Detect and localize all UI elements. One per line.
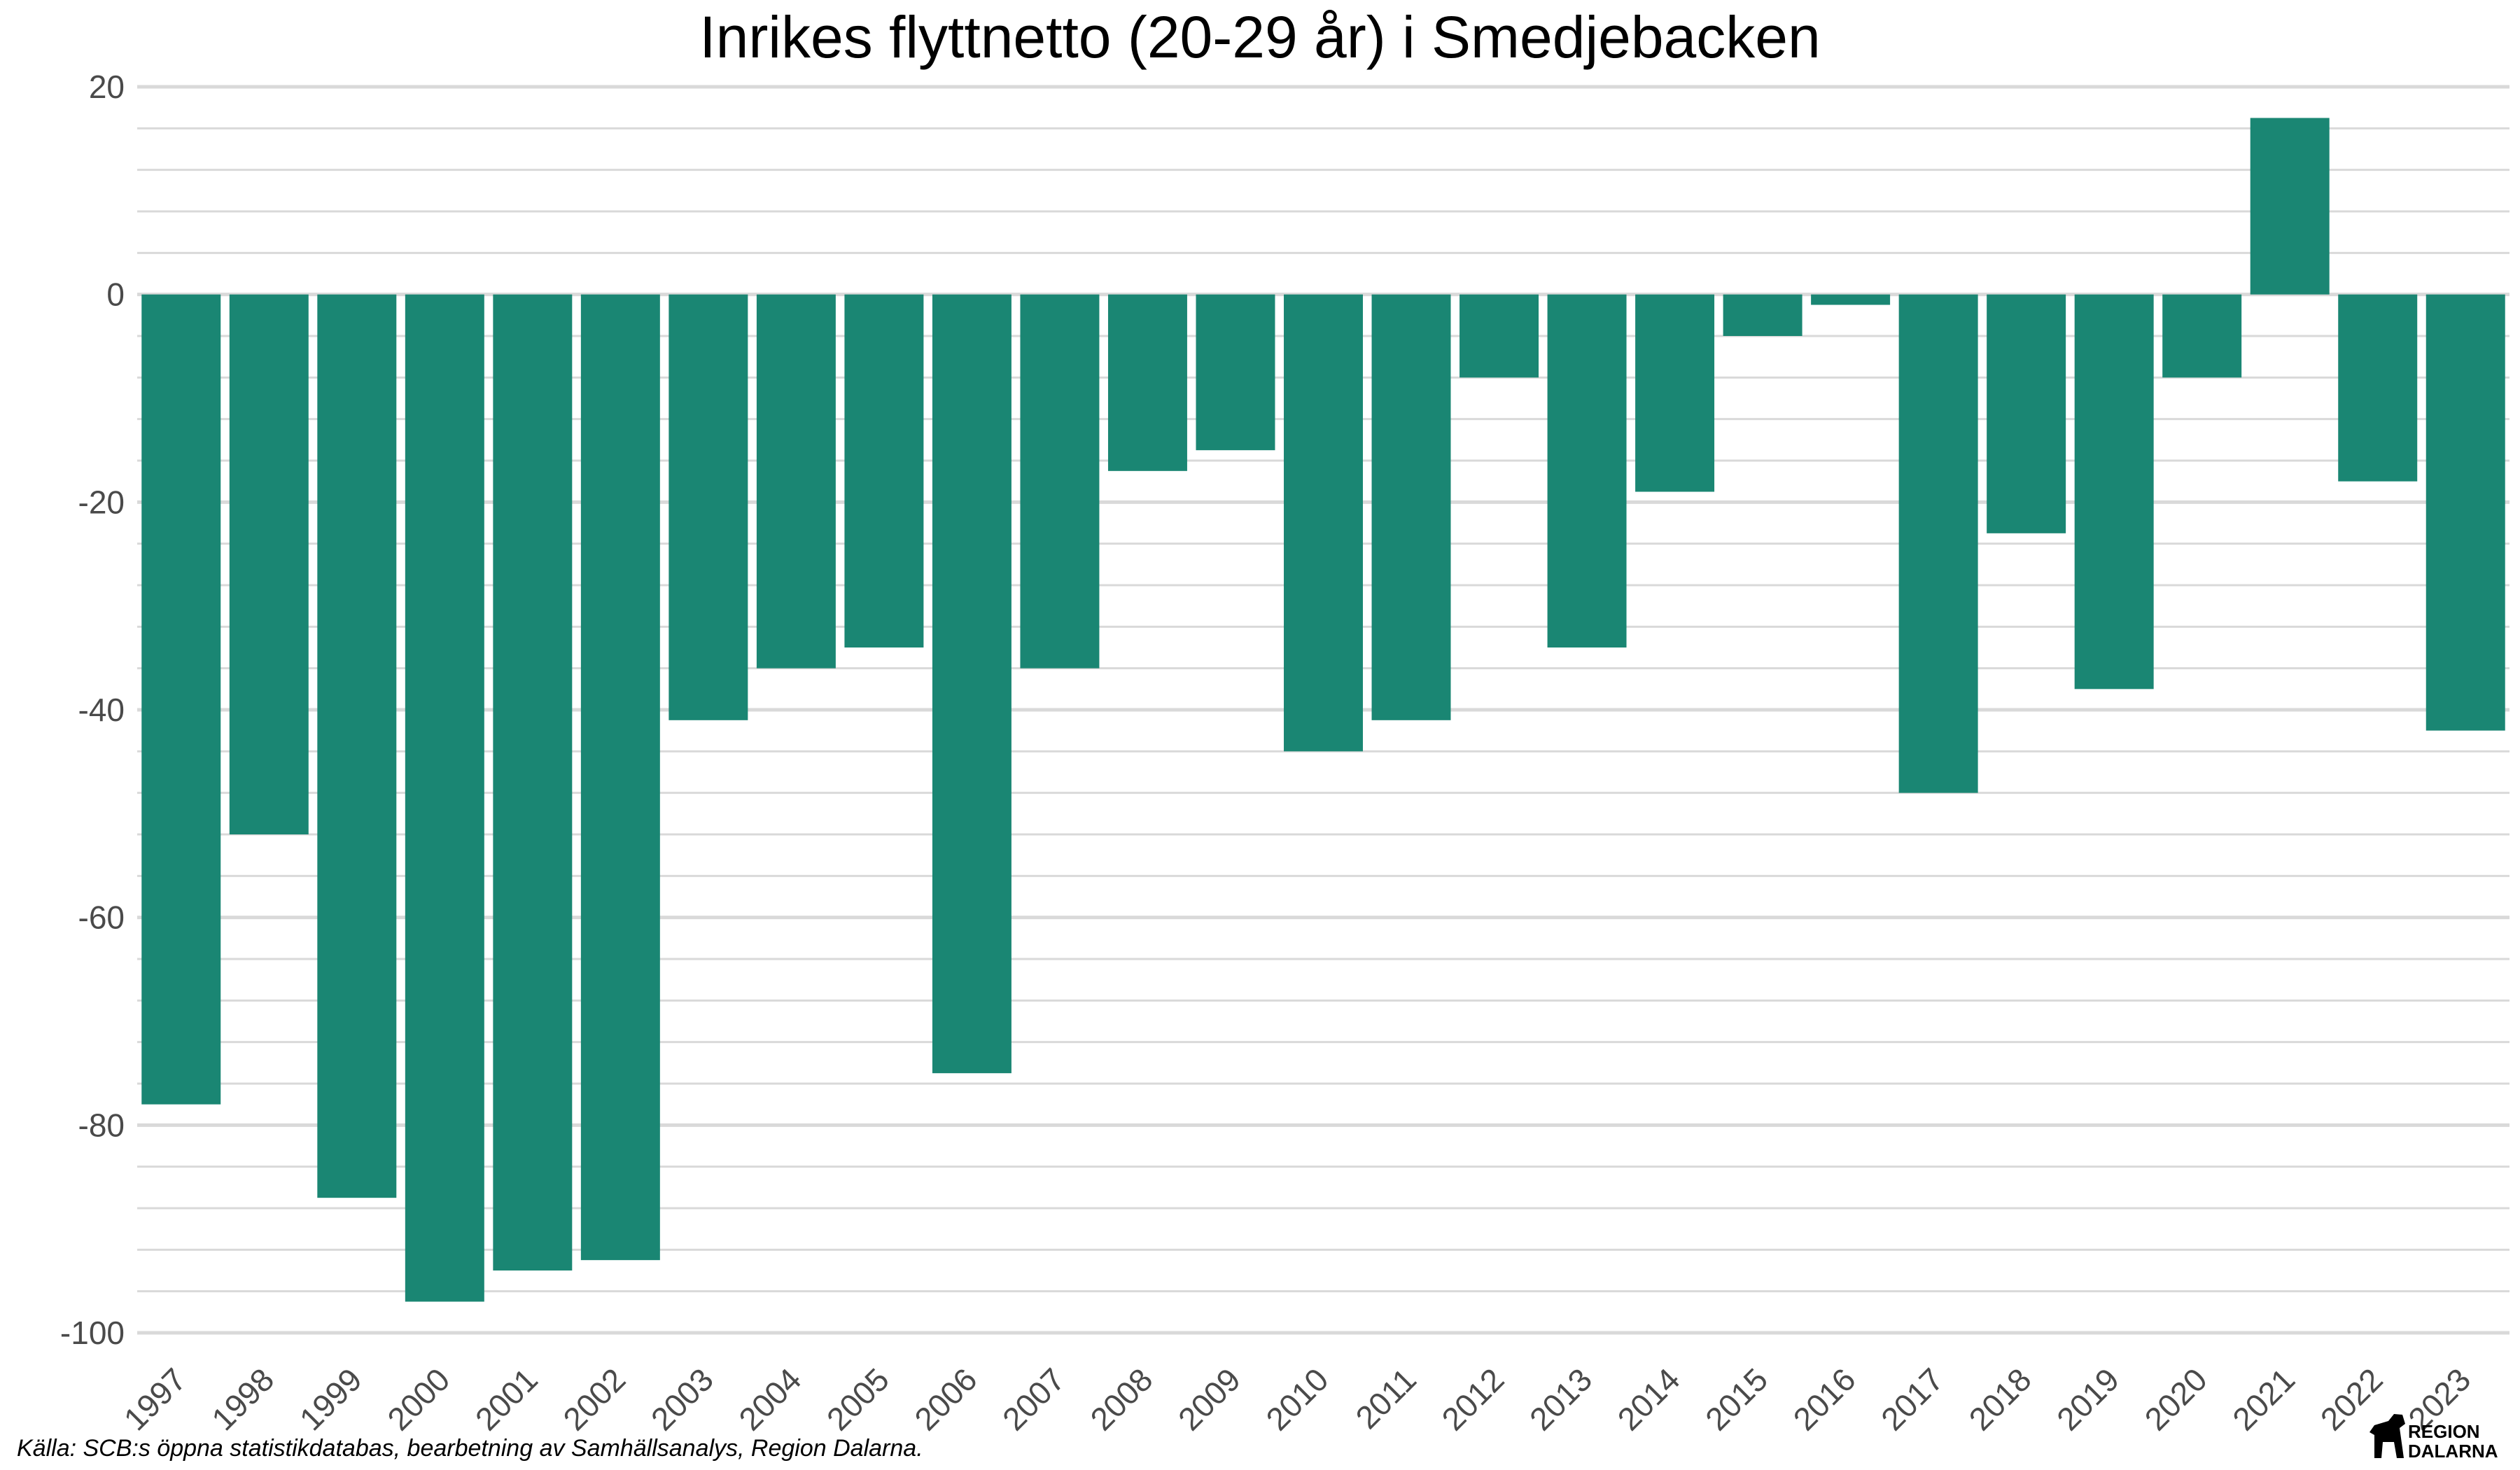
bar-2018 [1987, 294, 2066, 533]
y-tick-label: -100 [60, 1315, 125, 1351]
bar-2016 [1811, 294, 1891, 305]
x-tick-label: 1998 [204, 1361, 281, 1437]
x-tick-label: 2002 [556, 1361, 632, 1437]
x-tick-label: 2021 [2225, 1361, 2302, 1437]
bar-1998 [229, 294, 309, 835]
x-tick-label: 2017 [1874, 1361, 1950, 1437]
bar-2003 [668, 294, 748, 720]
y-tick-label: -20 [78, 484, 125, 520]
bar-2008 [1107, 294, 1187, 471]
x-tick-label: 1999 [293, 1361, 369, 1437]
bar-2015 [1723, 294, 1802, 336]
bar-2009 [1196, 294, 1275, 451]
bar-2017 [1898, 294, 1978, 793]
bar-2012 [1460, 294, 1539, 378]
chart-title: Inrikes flyttnetto (20-29 år) i Smedjeba… [699, 4, 1820, 70]
x-tick-label: 2001 [468, 1361, 545, 1437]
y-axis-ticks: 20 0 -20 -40 -60 -80 -100 [60, 69, 125, 1351]
bar-2019 [2074, 294, 2154, 690]
y-tick-label: -40 [78, 692, 125, 728]
bar-2000 [405, 294, 484, 1302]
x-tick-label: 2006 [907, 1361, 983, 1437]
bar-2021 [2250, 118, 2330, 295]
logo-text-region: REGION [2408, 1421, 2480, 1442]
x-tick-label: 2005 [820, 1361, 896, 1437]
x-tick-label: 2000 [380, 1361, 456, 1437]
bars [141, 118, 2505, 1302]
bar-2013 [1547, 294, 1627, 648]
bar-2004 [756, 294, 836, 668]
x-tick-label: 2011 [1348, 1361, 1423, 1436]
x-axis-ticks: 1997 1998 1999 2000 2001 2002 2003 2004 2005 2006… [117, 1361, 2478, 1437]
bar-2001 [493, 294, 573, 1271]
bar-2002 [580, 294, 660, 1261]
source-note: Källa: SCB:s öppna statistikdatabas, bea… [17, 1435, 923, 1462]
x-tick-label: 2007 [995, 1361, 1072, 1437]
x-tick-label: 1997 [117, 1361, 193, 1437]
bar-2014 [1635, 294, 1715, 492]
x-tick-label: 2014 [1611, 1361, 1687, 1437]
bar-2010 [1284, 294, 1363, 752]
x-tick-label: 2019 [2050, 1361, 2126, 1437]
x-tick-label: 2003 [644, 1361, 720, 1437]
logo-text-dalarna: DALARNA [2408, 1441, 2498, 1462]
x-tick-label: 2010 [1259, 1361, 1335, 1437]
x-tick-label: 2018 [1962, 1361, 2038, 1437]
y-tick-label: -60 [78, 899, 125, 936]
x-tick-label: 2004 [732, 1361, 808, 1437]
bar-2006 [932, 294, 1011, 1074]
bar-2005 [844, 294, 924, 648]
y-tick-label: -80 [78, 1107, 125, 1143]
x-tick-label: 2009 [1171, 1361, 1247, 1437]
bar-1997 [141, 294, 221, 1105]
x-tick-label: 2020 [2138, 1361, 2214, 1437]
x-tick-label: 2016 [1786, 1361, 1863, 1437]
dala-horse-icon [2370, 1414, 2405, 1458]
bar-2007 [1020, 294, 1100, 668]
bar-2011 [1371, 294, 1451, 720]
x-tick-label: 2015 [1698, 1361, 1774, 1437]
bar-2022 [2338, 294, 2418, 482]
bar-2023 [2426, 294, 2505, 731]
x-tick-label: 2013 [1522, 1361, 1599, 1437]
x-tick-label: 2008 [1083, 1361, 1159, 1437]
y-tick-label: 20 [89, 69, 125, 105]
bar-1999 [317, 294, 397, 1198]
bar-2020 [2162, 294, 2242, 378]
region-dalarna-logo: REGION DALARNA [2370, 1414, 2498, 1462]
x-tick-label: 2012 [1434, 1361, 1511, 1437]
y-tick-label: 0 [106, 276, 125, 313]
